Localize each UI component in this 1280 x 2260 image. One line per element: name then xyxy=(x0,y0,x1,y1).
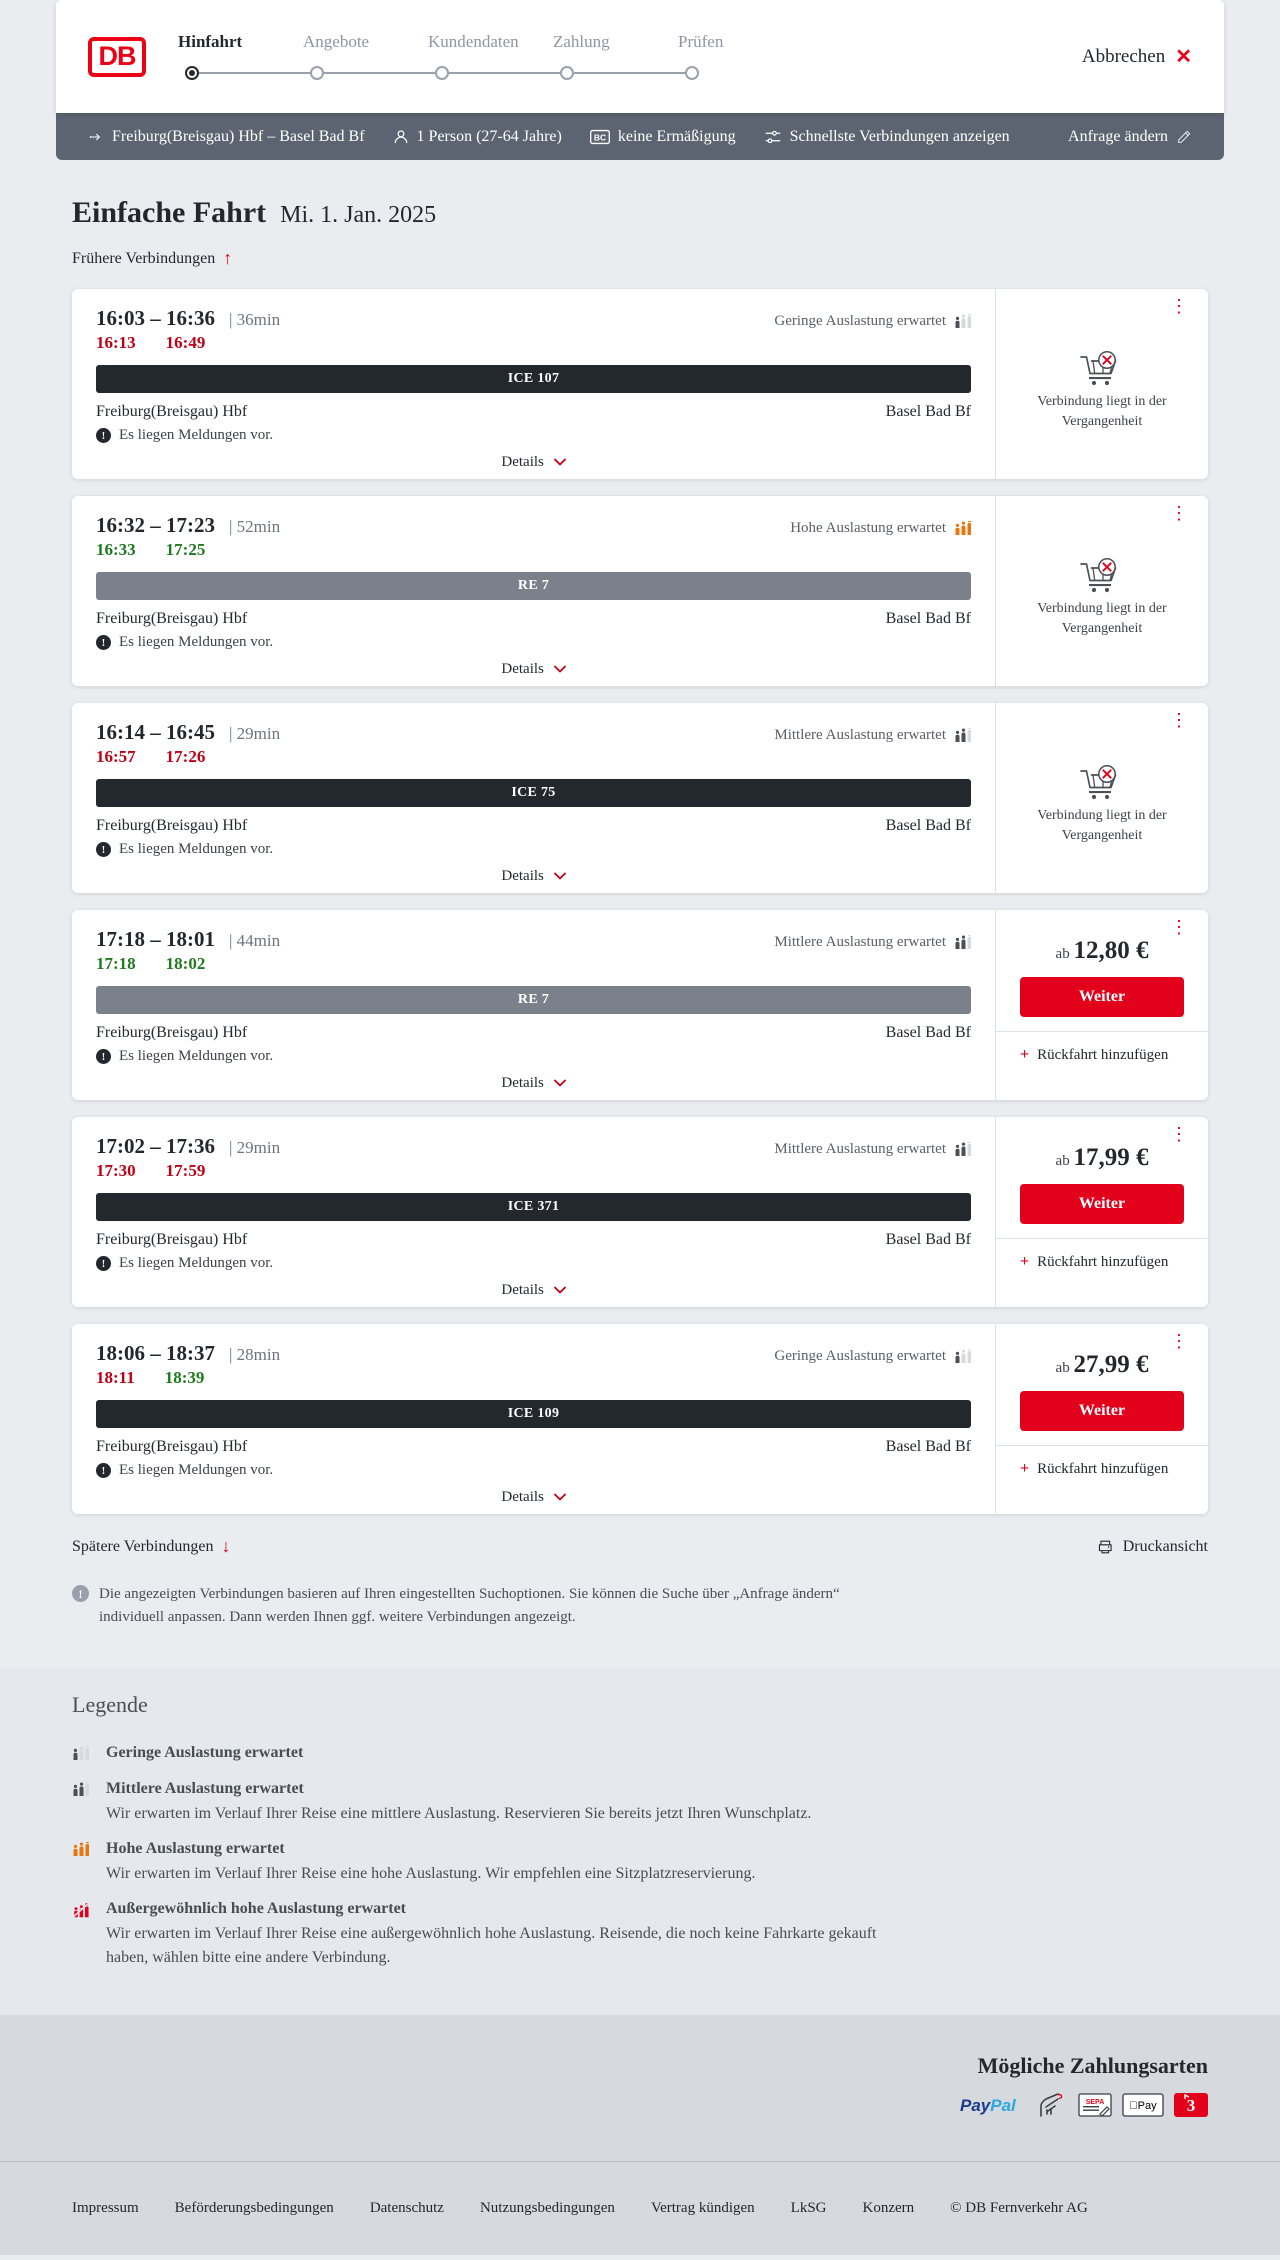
svg-text:3: 3 xyxy=(1187,2096,1196,2115)
svg-text:Pay: Pay xyxy=(1129,2100,1157,2112)
svg-text:SEPA: SEPA xyxy=(1086,2099,1105,2106)
svg-text:BC: BC xyxy=(594,132,606,142)
svg-text:PayPal: PayPal xyxy=(960,2096,1017,2115)
